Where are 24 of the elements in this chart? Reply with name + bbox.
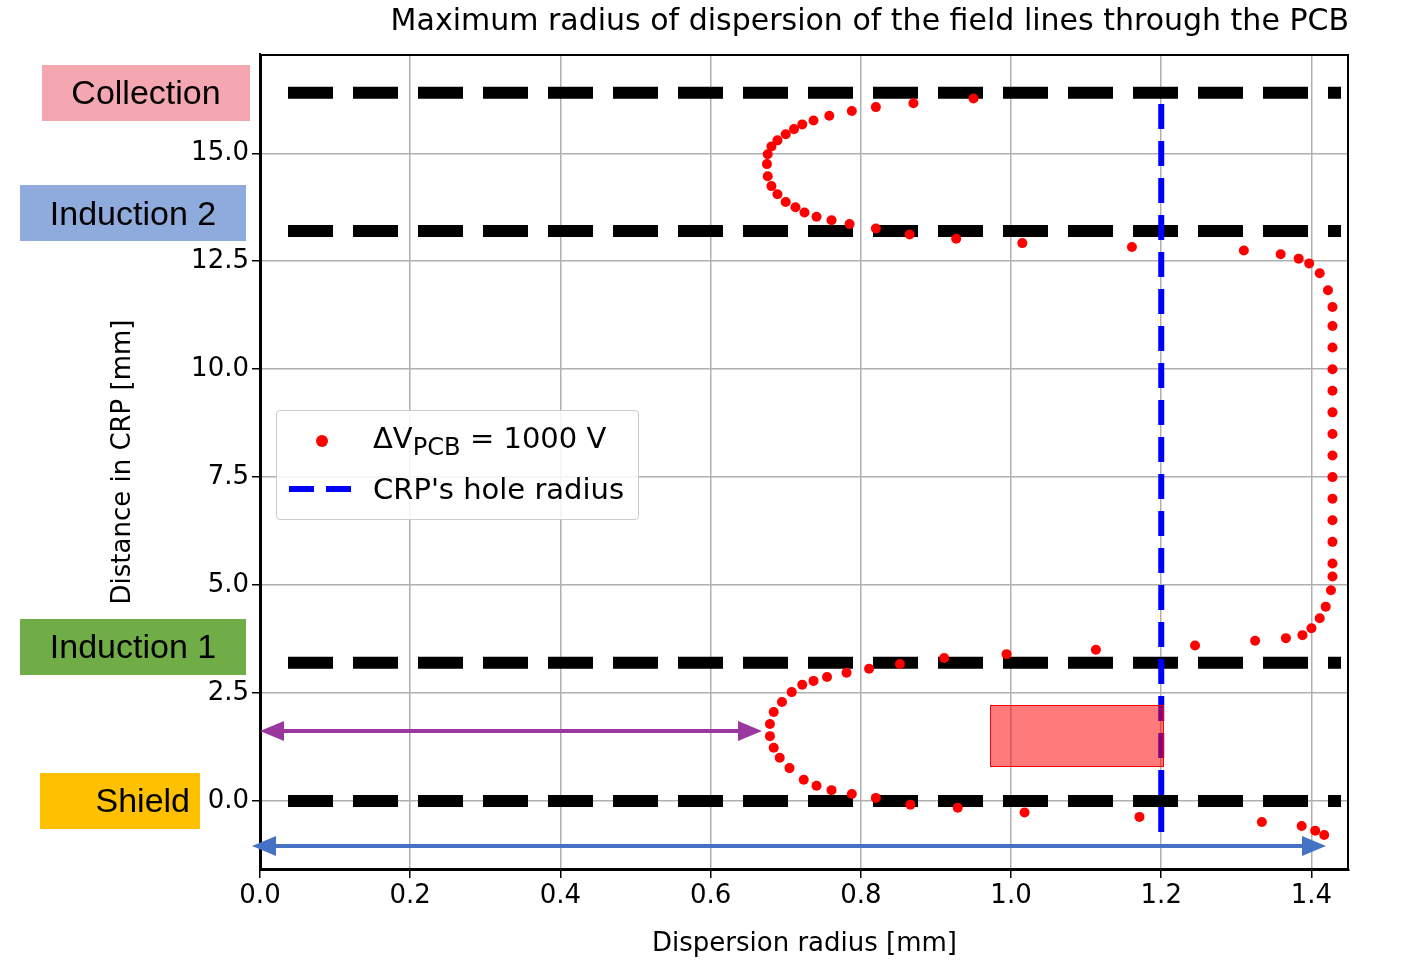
ref-line-label: Shield <box>40 772 200 829</box>
chart-title: Maximum radius of dispersion of the field lines through the PCB <box>390 1 1349 37</box>
y-tick-label: 5.0 <box>207 567 249 598</box>
y-tick-label: 2.5 <box>207 675 249 706</box>
x-tick-label: 0.2 <box>389 879 431 910</box>
legend-label: CRP's hole radius <box>373 472 625 506</box>
x-tick-label: 0.0 <box>239 879 281 910</box>
x-tick-label: 1.4 <box>1290 879 1333 910</box>
y-axis-title: Distance in CRP [mm] <box>106 319 137 605</box>
legend-label: ΔV$_{PCB}$ = 1000 V <box>373 421 607 461</box>
y-tick-label: 0.0 <box>207 783 249 814</box>
x-tick-label: 0.8 <box>840 879 882 910</box>
ref-line-label: Induction 1 <box>20 618 246 675</box>
y-tick-label: 10.0 <box>191 351 249 382</box>
x-tick-label: 1.0 <box>990 879 1032 910</box>
x-tick-label: 0.6 <box>689 879 732 910</box>
ref-line-label: Induction 2 <box>20 185 246 242</box>
y-tick-label: 12.5 <box>191 243 249 274</box>
x-tick-label: 0.4 <box>539 879 582 910</box>
x-axis-title: Dispersion radius [mm] <box>652 927 957 958</box>
ref-line-label: Collection <box>42 64 250 121</box>
y-tick-label: 7.5 <box>207 459 249 490</box>
y-tick-label: 15.0 <box>191 136 249 167</box>
x-tick-label: 1.2 <box>1140 879 1182 910</box>
